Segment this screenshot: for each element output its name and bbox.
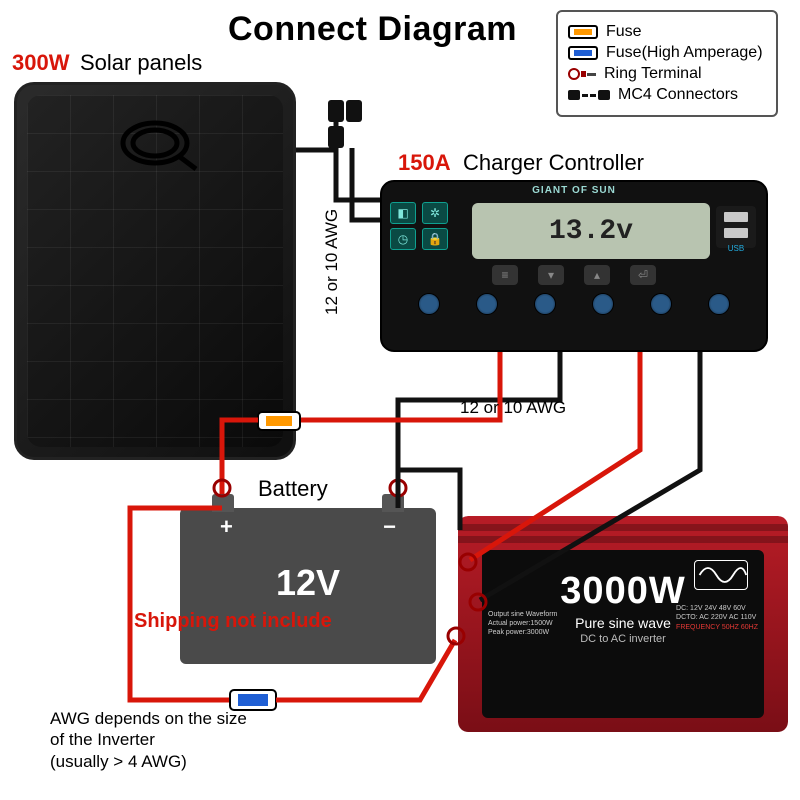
panel-watt: 300W <box>12 50 69 75</box>
inverter-face: 3000W Pure sine wave DC to AC inverter O… <box>482 550 764 718</box>
legend-box: Fuse Fuse(High Amperage) Ring Terminal M… <box>556 10 778 117</box>
solar-panel <box>14 82 296 460</box>
battery-minus: − <box>383 514 396 540</box>
ring-terminal-icon <box>568 68 596 80</box>
sine-wave-icon <box>694 560 748 590</box>
menu-button[interactable]: ≡ <box>492 265 518 285</box>
page-title: Connect Diagram <box>228 10 517 49</box>
battery-post-pos <box>212 494 234 512</box>
battery-plus: + <box>220 514 233 540</box>
timer-icon: ◷ <box>390 228 416 250</box>
controller-mode-icons: ◧ ✲ ◷ 🔒 <box>390 202 450 250</box>
inverter: 3000W Pure sine wave DC to AC inverter O… <box>458 516 788 732</box>
battery: + − 12V <box>180 508 436 664</box>
legend-fuse-high: Fuse(High Amperage) <box>568 44 766 62</box>
controller-lcd: 13.2v <box>472 203 710 259</box>
fuse-icon <box>568 25 598 39</box>
panel-cable-coil-icon <box>110 113 200 173</box>
controller-label-row: 150A Charger Controller <box>398 150 644 176</box>
battery-voltage: 12V <box>180 562 436 604</box>
charge-controller: GIANT OF SUN ◧ ✲ ◷ 🔒 13.2v USB ≡ ▾ ▴ ⏎ <box>380 180 768 352</box>
controller-amp: 150A <box>398 150 451 175</box>
wire-label-panel: 12 or 10 AWG <box>322 209 342 315</box>
voltage-icon: ✲ <box>422 202 448 224</box>
wire-label-battery: 12 or 10 AWG <box>460 398 566 418</box>
legend-label: Fuse <box>606 23 642 41</box>
legend-ring: Ring Terminal <box>568 65 766 83</box>
legend-label: Ring Terminal <box>604 65 702 83</box>
panel-label: Solar panels <box>80 50 202 75</box>
inverter-right-specs: DC: 12V 24V 48V 60VDCTO: AC 220V AC 110V… <box>676 604 758 632</box>
shipping-note: Shipping not include <box>134 610 332 633</box>
up-button[interactable]: ▴ <box>584 265 610 285</box>
fuse-high-icon <box>568 46 598 60</box>
controller-brand: GIANT OF SUN <box>382 182 766 199</box>
inverter-awg-note: AWG depends on the size of the Inverter … <box>50 708 247 772</box>
legend-mc4: MC4 Connectors <box>568 86 766 104</box>
legend-label: MC4 Connectors <box>618 86 738 104</box>
protect-icon: 🔒 <box>422 228 448 250</box>
ok-button[interactable]: ⏎ <box>630 265 656 285</box>
down-button[interactable]: ▾ <box>538 265 564 285</box>
legend-label: Fuse(High Amperage) <box>606 44 763 62</box>
controller-buttons: ≡ ▾ ▴ ⏎ <box>382 265 766 285</box>
battery-label: Battery <box>258 476 328 502</box>
battery-post-neg <box>382 494 404 512</box>
controller-terminals <box>382 285 766 325</box>
legend-fuse: Fuse <box>568 23 766 41</box>
usb-ports: USB <box>716 206 756 248</box>
inverter-left-specs: Output sine WaveformActual power:1500WPe… <box>488 610 557 637</box>
controller-label: Charger Controller <box>463 150 644 175</box>
mc4-icon <box>568 90 610 100</box>
panel-label-row: 300W Solar panels <box>12 50 202 76</box>
mcu-icon: ◧ <box>390 202 416 224</box>
